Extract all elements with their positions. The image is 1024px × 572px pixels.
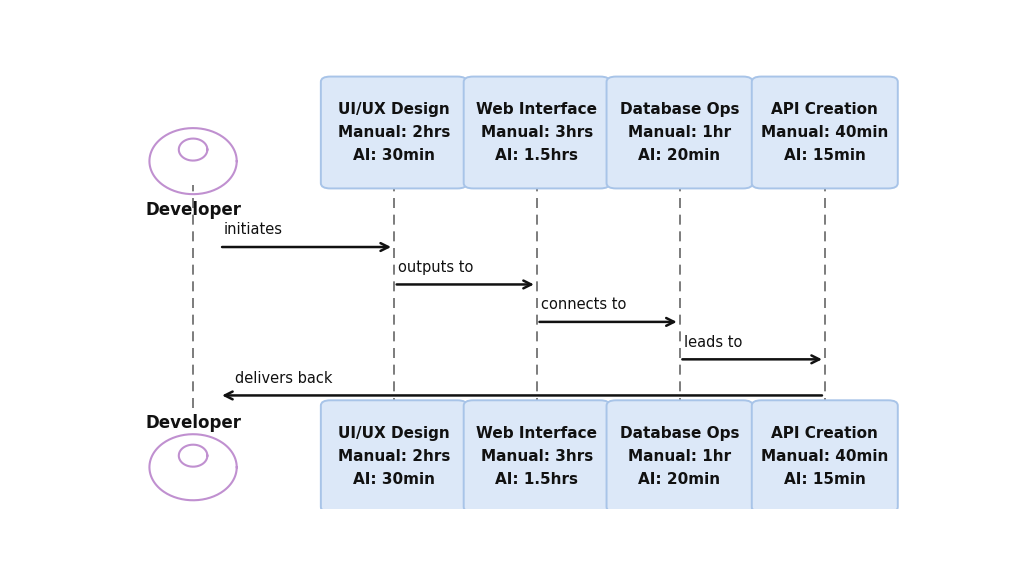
Text: initiates: initiates [223,223,283,237]
Text: API Creation
Manual: 40min
AI: 15min: API Creation Manual: 40min AI: 15min [761,426,889,487]
FancyBboxPatch shape [464,400,609,512]
FancyBboxPatch shape [606,400,753,512]
Text: delivers back: delivers back [236,371,333,386]
FancyBboxPatch shape [464,77,609,188]
Text: Web Interface
Manual: 3hrs
AI: 1.5hrs: Web Interface Manual: 3hrs AI: 1.5hrs [476,102,597,163]
FancyBboxPatch shape [752,77,898,188]
Text: UI/UX Design
Manual: 2hrs
AI: 30min: UI/UX Design Manual: 2hrs AI: 30min [338,102,450,163]
Text: Developer: Developer [145,414,241,432]
FancyBboxPatch shape [321,400,467,512]
Text: connects to: connects to [541,297,626,312]
Text: Developer: Developer [145,201,241,219]
FancyBboxPatch shape [752,400,898,512]
Text: Web Interface
Manual: 3hrs
AI: 1.5hrs: Web Interface Manual: 3hrs AI: 1.5hrs [476,426,597,487]
Text: Database Ops
Manual: 1hr
AI: 20min: Database Ops Manual: 1hr AI: 20min [620,102,739,163]
FancyBboxPatch shape [321,77,467,188]
Text: API Creation
Manual: 40min
AI: 15min: API Creation Manual: 40min AI: 15min [761,102,889,163]
FancyBboxPatch shape [606,77,753,188]
Text: leads to: leads to [684,335,742,349]
Text: Database Ops
Manual: 1hr
AI: 20min: Database Ops Manual: 1hr AI: 20min [620,426,739,487]
Text: UI/UX Design
Manual: 2hrs
AI: 30min: UI/UX Design Manual: 2hrs AI: 30min [338,426,450,487]
Text: outputs to: outputs to [397,260,473,275]
